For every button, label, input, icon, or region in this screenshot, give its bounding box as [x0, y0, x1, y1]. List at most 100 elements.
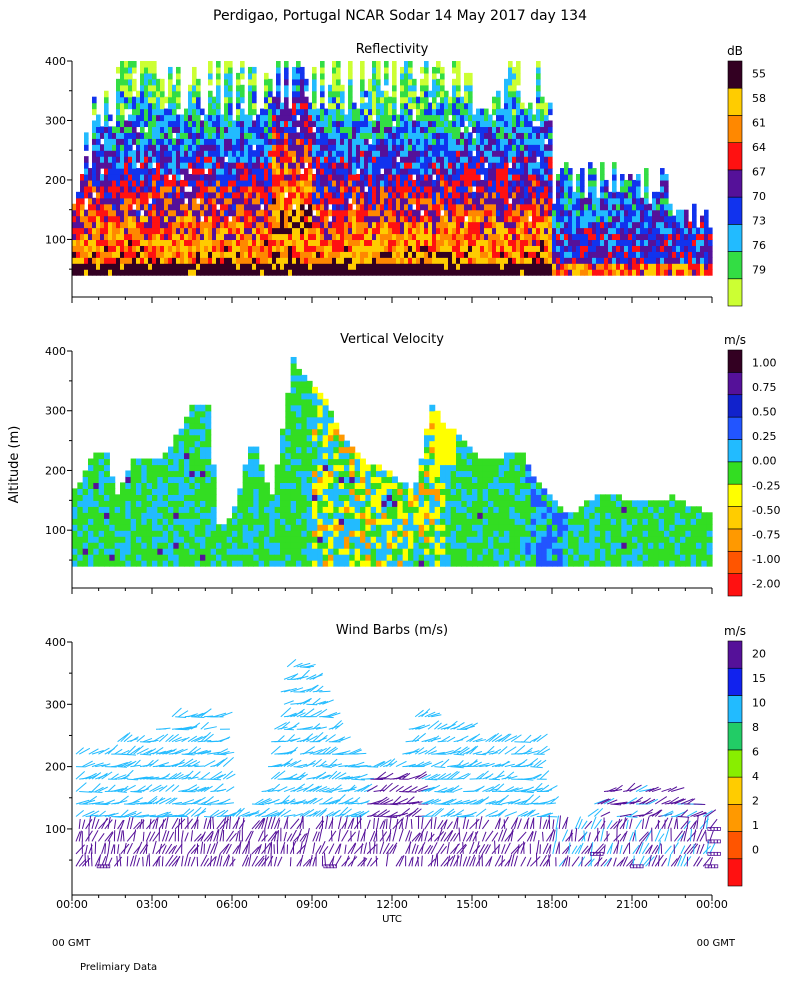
velocity-cell [248, 482, 254, 489]
reflectivity-cell [248, 185, 253, 193]
reflectivity-cell [400, 126, 405, 133]
velocity-cell [264, 518, 270, 525]
reflectivity-cell [624, 221, 629, 229]
reflectivity-cell [344, 174, 349, 181]
reflectivity-cell [400, 114, 405, 122]
reflectivity-cell [88, 221, 93, 229]
reflectivity-cell [356, 179, 361, 187]
reflectivity-cell [448, 144, 453, 151]
reflectivity-cell [544, 203, 549, 211]
reflectivity-cell [104, 221, 109, 229]
reflectivity-cell [308, 191, 313, 199]
reflectivity-cell [344, 138, 349, 145]
reflectivity-cell [308, 138, 313, 145]
reflectivity-cell [520, 138, 525, 145]
reflectivity-cell [340, 132, 345, 139]
reflectivity-cell [284, 61, 289, 68]
reflectivity-cell [312, 191, 317, 199]
reflectivity-cell [280, 197, 285, 205]
reflectivity-cell [224, 66, 229, 74]
reflectivity-cell [476, 251, 481, 258]
reflectivity-cell [128, 120, 133, 128]
reflectivity-cell [188, 114, 193, 122]
reflectivity-cell [232, 215, 237, 223]
velocity-cell [98, 518, 105, 525]
reflectivity-cell [336, 144, 341, 151]
reflectivity-cell [668, 233, 673, 241]
reflectivity-cell [156, 96, 161, 104]
reflectivity-cell [148, 150, 153, 157]
reflectivity-cell [144, 215, 149, 223]
reflectivity-cell [168, 221, 173, 229]
reflectivity-cell [340, 239, 345, 246]
velocity-cell [109, 476, 116, 484]
reflectivity-cell [372, 72, 377, 80]
reflectivity-cell [188, 233, 193, 241]
reflectivity-cell [444, 269, 449, 276]
reflectivity-cell [236, 179, 241, 187]
reflectivity-cell [336, 102, 341, 110]
reflectivity-cell [400, 150, 405, 157]
reflectivity-cell [504, 96, 509, 104]
reflectivity-cell [148, 215, 153, 223]
reflectivity-cell [532, 156, 537, 163]
reflectivity-cell [704, 215, 709, 223]
reflectivity-cell [516, 263, 521, 270]
reflectivity-cell [544, 120, 549, 128]
reflectivity-cell [380, 185, 385, 193]
reflectivity-cell [228, 66, 233, 74]
reflectivity-cell [168, 126, 173, 133]
reflectivity-cell [392, 185, 397, 193]
reflectivity-cell [248, 168, 253, 175]
reflectivity-cell [240, 251, 245, 258]
reflectivity-cell [392, 251, 397, 258]
reflectivity-cell [356, 114, 361, 122]
velocity-cell [253, 518, 260, 525]
velocity-cell [168, 518, 174, 525]
reflectivity-cell [120, 239, 125, 246]
reflectivity-cell [336, 203, 341, 211]
velocity-cell [189, 518, 196, 525]
reflectivity-cell [408, 174, 413, 181]
reflectivity-cell [272, 185, 277, 193]
reflectivity-cell [412, 185, 417, 193]
reflectivity-cell [196, 251, 201, 258]
reflectivity-cell [396, 197, 401, 205]
reflectivity-cell [132, 168, 137, 175]
reflectivity-cell [340, 84, 345, 92]
velocity-cell [82, 554, 89, 561]
reflectivity-cell [456, 90, 461, 98]
velocity-cell [248, 548, 254, 555]
reflectivity-cell [476, 156, 481, 163]
velocity-cell [205, 482, 212, 489]
reflectivity-cell [100, 215, 105, 223]
reflectivity-cell [296, 72, 301, 80]
reflectivity-cell [464, 144, 469, 151]
reflectivity-cell [332, 245, 337, 252]
reflectivity-cell [308, 269, 313, 276]
reflectivity-cell [272, 191, 277, 199]
reflectivity-cell [256, 138, 261, 145]
reflectivity-cell [336, 269, 341, 276]
reflectivity-cell [252, 168, 257, 175]
reflectivity-cell [84, 257, 89, 264]
reflectivity-cell [220, 162, 225, 169]
reflectivity-cell [448, 185, 453, 193]
reflectivity-cell [292, 114, 297, 122]
reflectivity-cell [80, 197, 85, 205]
velocity-cell [200, 464, 206, 472]
reflectivity-cell [592, 168, 597, 175]
reflectivity-cell [224, 138, 229, 145]
reflectivity-cell [232, 174, 237, 181]
reflectivity-cell [208, 162, 213, 169]
reflectivity-cell [380, 150, 385, 157]
reflectivity-cell [140, 102, 145, 110]
reflectivity-cell [176, 78, 181, 86]
velocity-cell [194, 488, 201, 495]
reflectivity-cell [144, 233, 149, 241]
reflectivity-cell [460, 191, 465, 199]
reflectivity-cell [504, 227, 509, 235]
reflectivity-cell [240, 269, 245, 276]
reflectivity-cell [372, 174, 377, 181]
reflectivity-cell [496, 215, 501, 223]
